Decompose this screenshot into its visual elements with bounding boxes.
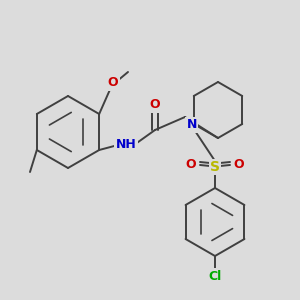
Text: O: O xyxy=(108,76,118,89)
Text: O: O xyxy=(150,98,160,112)
Text: O: O xyxy=(186,158,196,170)
Text: NH: NH xyxy=(116,139,136,152)
Text: Cl: Cl xyxy=(208,269,222,283)
Text: O: O xyxy=(234,158,244,170)
Text: N: N xyxy=(187,118,197,131)
Text: S: S xyxy=(210,160,220,174)
